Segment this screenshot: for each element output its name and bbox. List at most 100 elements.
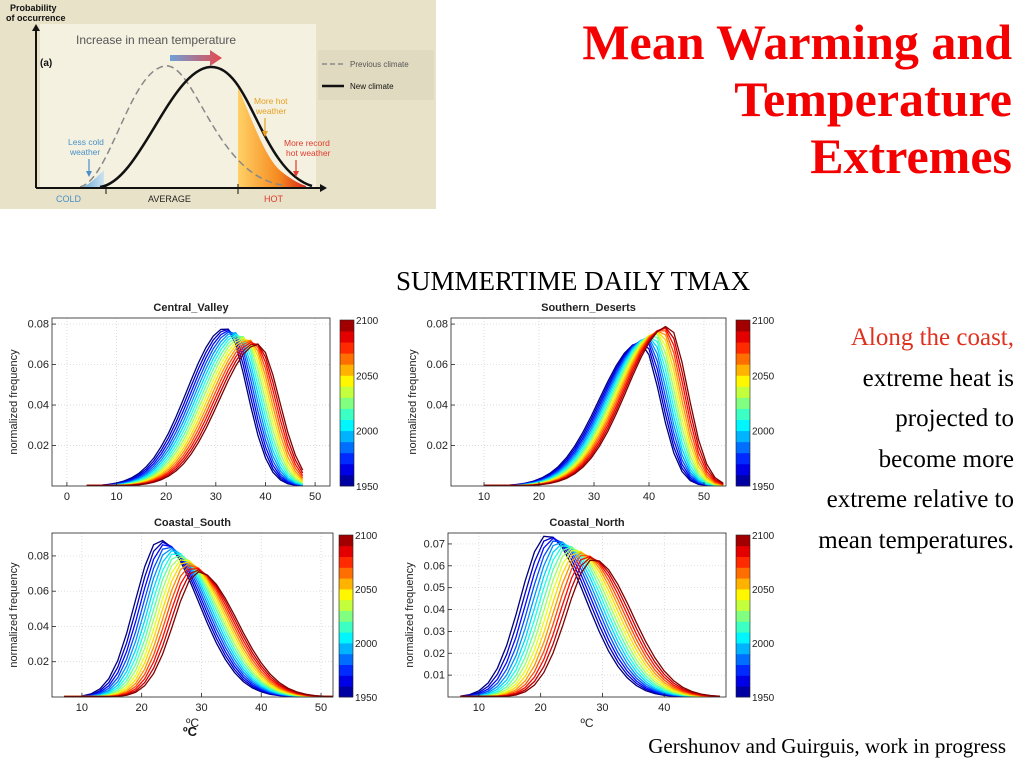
x-tick-label: 10 [76, 702, 88, 714]
more-hot-label-1: More hot [254, 96, 288, 106]
colorbar-tick-label: 2000 [752, 639, 775, 650]
colorbar-swatch [736, 535, 750, 547]
colorbar-swatch [339, 556, 353, 568]
colorbar-swatch [736, 364, 750, 376]
inset-heading: Increase in mean temperature [76, 33, 236, 47]
plot-area [52, 533, 333, 697]
y-tick-label: 0.05 [424, 582, 445, 594]
more-hot-label-2: weather [255, 106, 286, 116]
x-tick-label: 20 [533, 491, 545, 503]
colorbar-tick-label: 1950 [355, 693, 378, 704]
colorbar-tick-label: 2050 [356, 371, 379, 382]
colorbar-swatch [339, 578, 353, 590]
side-note-highlight: Along the coast, [850, 324, 1014, 351]
colorbar-tick-label: 2000 [752, 427, 775, 438]
colorbar-swatch [340, 419, 354, 432]
x-tick-label: 10 [478, 491, 490, 503]
colorbar-swatch [339, 610, 353, 622]
inset-hot-label: HOT [264, 194, 284, 204]
legend-new-label: New climate [350, 82, 394, 91]
colorbar-swatch [736, 441, 750, 454]
panel-southern-deserts: 10 20 30 40 50 0.02 0.04 0.06 0.08 Southern_Deser… [407, 302, 775, 503]
x-tick-label: 40 [658, 702, 670, 714]
colorbar-swatch [340, 441, 354, 454]
y-tick-label: 0.03 [424, 626, 445, 638]
colorbar-tick-label: 2050 [355, 585, 378, 596]
slide-title: Mean Warming and Temperature Extremes [452, 14, 1012, 185]
colorbar-swatch [736, 375, 750, 387]
x-tick-label: 10 [473, 702, 485, 714]
y-tick-label: 0.06 [28, 586, 49, 598]
x-tick-label: 50 [698, 491, 710, 503]
colorbar-swatch [340, 375, 354, 387]
colorbar-swatch [736, 474, 750, 487]
title-line-1: Mean Warming and [582, 14, 1012, 70]
x-axis-label: ºC [580, 716, 593, 730]
panel-title: Coastal_South [154, 517, 231, 529]
side-note-text: extreme heat is projected to become more… [818, 364, 1014, 554]
slide-subtitle: SUMMERTIME DAILY TMAX [396, 266, 751, 296]
y-tick-label: 0.04 [28, 621, 49, 633]
series-line-2100 [86, 343, 304, 487]
colorbar-tick-label: 2100 [356, 316, 379, 327]
series-line-2100 [484, 325, 724, 487]
x-tick-label: 30 [210, 491, 222, 503]
colorbar-tick-label: 2050 [752, 371, 775, 382]
y-tick-label: 0.02 [427, 440, 448, 452]
colorbar-tick-label: 2100 [355, 531, 378, 542]
series-line-2030 [460, 547, 720, 697]
inset-y-arrow-icon [32, 24, 40, 31]
inset-average-label: AVERAGE [148, 194, 191, 204]
colorbar-swatch [736, 675, 750, 687]
colorbar-swatch [340, 452, 354, 465]
colorbar-swatch [736, 610, 750, 622]
colorbar-swatch [736, 353, 750, 365]
y-tick-label: 0.02 [28, 656, 49, 668]
panel-coastal-south: 10 20 30 40 50 0.02 0.04 0.06 0.08 Coastal_Southn… [8, 517, 378, 730]
colorbar-swatch [340, 331, 354, 343]
colorbar-swatch [736, 599, 750, 611]
colorbar-swatch [339, 653, 353, 665]
colorbar-swatch [340, 364, 354, 376]
colorbar-swatch [736, 556, 750, 568]
y-tick-label: 0.01 [424, 670, 445, 682]
x-tick-label: 20 [136, 702, 148, 714]
inset-legend-box [318, 50, 434, 100]
warming-arrow-icon [170, 50, 222, 66]
x-tick-label: 50 [315, 702, 327, 714]
colorbar-tick-label: 2000 [355, 639, 378, 650]
colorbar-swatch [340, 320, 354, 332]
colorbar-frame [735, 534, 751, 698]
colorbar-tick-label: 2000 [356, 427, 379, 438]
y-tick-label: 0.04 [28, 400, 49, 412]
colorbar-swatch [339, 675, 353, 687]
y-tick-label: 0.06 [424, 560, 445, 572]
x-axis-label: ºC [186, 716, 199, 730]
inset-panel-label: (a) [40, 58, 52, 69]
colorbar-swatch [340, 342, 354, 354]
previous-climate-curve [79, 65, 283, 188]
colorbar-swatch [340, 474, 354, 487]
plot-frame [450, 317, 727, 487]
colorbar-swatch [736, 397, 750, 409]
x-tick-label: 30 [596, 702, 608, 714]
colorbar-tick-label: 1950 [752, 482, 775, 493]
colorbar-swatch [340, 408, 354, 420]
record-hot-label-2: hot weather [286, 148, 331, 158]
colorbar-swatch [736, 430, 750, 443]
y-axis-label: normalized frequency [404, 562, 416, 668]
panel-central-valley: 0 10 20 30 40 50 0.02 0.04 0.06 0.08 Central_Valle… [8, 302, 379, 503]
colorbar-swatch [340, 386, 354, 398]
colorbar-swatch [339, 545, 353, 557]
y-tick-label: 0.06 [427, 359, 448, 371]
x-tick-label: 50 [309, 491, 321, 503]
series-line-2100 [460, 559, 720, 697]
degree-celsius-label: ºC [183, 724, 198, 739]
colorbar-swatch [736, 653, 750, 665]
less-cold-arrowhead-icon [86, 171, 92, 177]
colorbar-swatch [736, 589, 750, 601]
colorbar-swatch [339, 664, 353, 676]
x-tick-label: 40 [259, 491, 271, 503]
less-cold-label-1: Less cold [68, 137, 104, 147]
